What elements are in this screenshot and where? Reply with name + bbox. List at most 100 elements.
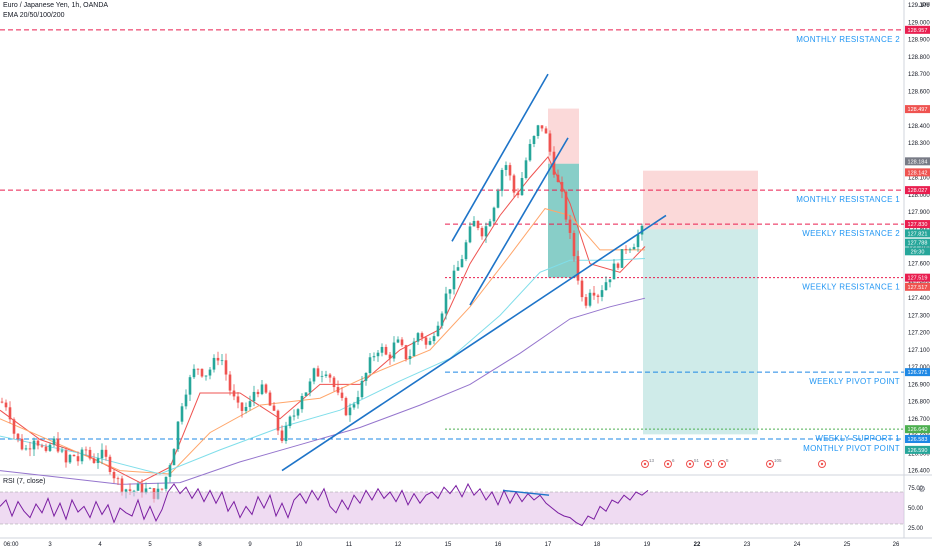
candle-body [384, 346, 388, 355]
candle-body [124, 489, 128, 492]
candle-body [328, 374, 332, 378]
candle-body [36, 440, 40, 446]
candle-body [28, 448, 32, 450]
candle-body [232, 390, 236, 397]
price-tick-label: 128.300 [908, 141, 930, 147]
candle-body [32, 440, 36, 450]
price-tick-label: 129.100 [908, 3, 930, 9]
candle-body [12, 419, 16, 434]
level-price-tag-text: 128.957 [908, 28, 928, 34]
candle-body [588, 292, 592, 306]
candle-body [44, 446, 48, 451]
event-icon-dot [706, 462, 710, 466]
candle-body [332, 377, 336, 388]
candle-body [404, 345, 408, 360]
trendline [469, 137, 569, 306]
price-tick-label: 127.900 [908, 210, 930, 216]
time-tick-label: 24 [794, 542, 801, 548]
price-tag [905, 168, 930, 177]
candle-body [436, 325, 440, 337]
gear-icon[interactable]: ⚙ [917, 484, 926, 494]
price-tick-label: 127.100 [908, 348, 930, 354]
level-price-tag [905, 368, 930, 377]
candle-body [604, 282, 608, 291]
time-tick-label: 9 [248, 542, 252, 548]
candle-body [320, 375, 324, 377]
price-tick-label: 127.500 [908, 279, 930, 285]
candle-body [584, 297, 588, 306]
candle-body [144, 488, 148, 493]
candle-body [360, 380, 364, 398]
stop-loss-zone [548, 108, 579, 164]
price-tick-label: 128.400 [908, 124, 930, 130]
candle-body [596, 295, 600, 297]
candle-body [400, 339, 404, 346]
candle-body [128, 489, 132, 491]
candle-body [68, 454, 72, 463]
indicator-legend: EMA 20/50/100/200 [3, 12, 65, 19]
candle-body [524, 160, 528, 179]
candle-body [512, 175, 516, 193]
ema-line [0, 258, 646, 475]
event-icon-count: 51 [694, 458, 700, 463]
time-tick-label: 26 [893, 542, 900, 548]
candle-body [300, 395, 304, 410]
candle-body [96, 458, 100, 463]
candle-body [528, 143, 532, 161]
rsi-band [0, 492, 904, 524]
candle-body [600, 290, 604, 297]
candle-body [0, 401, 4, 403]
candle-body [340, 392, 344, 398]
price-tick-label: 128.000 [908, 193, 930, 199]
level-label: MONTHLY RESISTANCE 1 [796, 195, 900, 204]
time-tick-label: 18 [594, 542, 601, 548]
candle-body [208, 369, 212, 376]
candle-body [196, 368, 200, 370]
level-price-tag [905, 220, 930, 229]
candle-body [484, 226, 488, 237]
candle-body [120, 478, 124, 492]
candle-body [60, 450, 64, 452]
candle-body [4, 402, 8, 408]
level-price-tag-text: 126.583 [908, 437, 928, 443]
candle-body [248, 401, 252, 407]
candle-body [64, 450, 68, 463]
candle-body [264, 384, 268, 393]
candle-body [368, 357, 372, 373]
price-tag [905, 229, 930, 238]
candle-body [516, 192, 520, 196]
price-tag-text: 127.788 [908, 241, 928, 247]
level-label: MONTHLY PIVOT POINT [803, 444, 900, 453]
price-tick-label: 126.400 [908, 469, 930, 475]
candle-body [564, 191, 568, 220]
candle-body [112, 471, 116, 479]
candle-body [500, 169, 504, 191]
candle-body [100, 449, 104, 459]
price-tag [905, 105, 930, 114]
candle-body [580, 280, 584, 298]
rsi-line [0, 482, 649, 527]
candle-body [8, 407, 12, 420]
candle-body [48, 444, 52, 451]
candle-body [576, 256, 580, 281]
time-tick-label: 25 [844, 542, 851, 548]
stop-loss-zone [643, 170, 758, 230]
candle-body [256, 391, 260, 395]
price-tag-text: 128.497 [908, 107, 928, 113]
event-icon-dot [768, 462, 772, 466]
candle-body [520, 178, 524, 196]
level-price-tag-text: 126.971 [908, 370, 928, 376]
candle-body [244, 406, 248, 411]
candle-body [268, 392, 272, 406]
candle-body [84, 449, 88, 451]
candle-body [200, 368, 204, 377]
event-icon-dot [666, 462, 670, 466]
time-tick-label: 22 [694, 542, 701, 548]
candle-body [612, 263, 616, 280]
time-tick-label: 4 [98, 542, 102, 548]
level-label: WEEKLY RESISTANCE 2 [802, 229, 900, 238]
candle-body [88, 449, 92, 459]
candle-body [476, 221, 480, 229]
price-tag [905, 247, 930, 256]
candle-body [344, 397, 348, 416]
